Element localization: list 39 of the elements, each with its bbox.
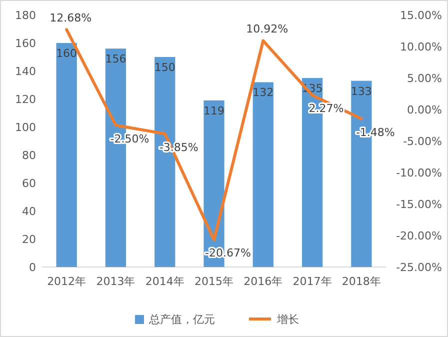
y2-tick-label: -15.00%	[396, 198, 442, 211]
y-tick-label: 120	[15, 93, 36, 106]
bar	[56, 43, 77, 267]
x-tick-label: 2014年	[145, 275, 184, 288]
data-label: 133	[350, 84, 372, 98]
y-tick-label: 100	[15, 121, 36, 134]
y-tick-label: 80	[22, 149, 36, 162]
x-tick-label: 2012年	[47, 275, 86, 288]
x-tick-label: 2018年	[342, 275, 381, 288]
y2-tick-label: 10.00%	[400, 40, 442, 54]
data-label: 160	[56, 47, 78, 60]
bar	[252, 82, 274, 267]
y2-tick-label: -10.00%	[396, 166, 442, 180]
y2-tick-label: -20.00%	[396, 230, 442, 242]
x-tick-label: 2016年	[244, 275, 283, 288]
y-tick-label: 20	[22, 233, 36, 246]
x-tick-label: 2017年	[292, 275, 332, 288]
legend-label: 总产值，亿元	[148, 313, 215, 326]
y2-tick-label: 0.00%	[407, 104, 442, 116]
y-tick-label: 140	[15, 65, 36, 78]
x-tick-label: 2013年	[96, 275, 136, 288]
y-tick-label: 160	[15, 37, 36, 50]
data-label: 12.68%	[50, 12, 92, 25]
data-label: 150	[154, 61, 176, 74]
y2-tick-label: 15.00%	[400, 9, 442, 22]
y-tick-label: 40	[22, 205, 36, 218]
data-label: 119	[204, 104, 224, 118]
x-tick-label: 2015年	[194, 275, 234, 288]
y2-tick-label: -5.00%	[403, 135, 442, 148]
data-label: 10.92%	[246, 22, 288, 36]
data-label: 156	[105, 52, 126, 66]
y-tick-label: 180	[15, 9, 36, 22]
legend-label: 增长	[276, 313, 299, 326]
y-tick-label: 0	[29, 261, 36, 274]
data-label: 2.27%	[308, 102, 344, 116]
y2-tick-label: 5.00%	[407, 72, 442, 85]
y2-tick-label: -25.00%	[396, 261, 442, 274]
data-label: 132	[252, 86, 274, 100]
y-tick-label: 60	[22, 177, 36, 190]
